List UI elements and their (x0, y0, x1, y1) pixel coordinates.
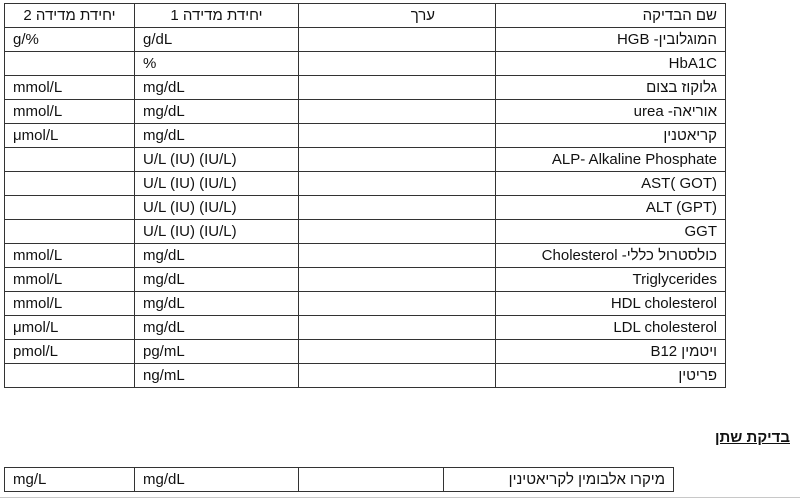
unit2-cell (4, 147, 135, 172)
unit1-cell: U/L (IU) (IU/L) (134, 147, 299, 172)
unit1-cell: mg/dL (134, 315, 299, 340)
header-unit2: יחידת מדידה 2 (4, 3, 135, 28)
test-name-cell: Triglycerides (495, 267, 726, 292)
table-row: ALT (GPT) U/L (IU) (IU/L) (4, 195, 726, 220)
value-cell[interactable] (298, 99, 496, 124)
test-name-cell: LDL cholesterol (495, 315, 726, 340)
test-name-cell: אוריאה- urea (495, 99, 726, 124)
value-cell[interactable] (298, 123, 496, 148)
table-row: LDL cholesterol mg/dL μmol/L (4, 315, 726, 340)
header-value: ערך (298, 3, 496, 28)
value-cell[interactable] (298, 147, 496, 172)
unit1-cell: mg/dL (134, 75, 299, 100)
unit2-cell: mmol/L (4, 99, 135, 124)
test-name-cell: פריטין (495, 363, 726, 388)
table-row: GGT U/L (IU) (IU/L) (4, 219, 726, 244)
unit1-cell: mg/dL (134, 123, 299, 148)
value-cell[interactable] (298, 75, 496, 100)
test-name-cell: HDL cholesterol (495, 291, 726, 316)
value-cell[interactable] (298, 51, 496, 76)
value-cell[interactable] (298, 243, 496, 268)
table-row: המוגלובין- HGB g/dL g/% (4, 27, 726, 52)
test-name-cell: HbA1C (495, 51, 726, 76)
unit2-cell: mg/L (4, 467, 135, 492)
value-cell[interactable] (298, 291, 496, 316)
unit1-cell: mg/dL (134, 243, 299, 268)
unit2-cell: mmol/L (4, 291, 135, 316)
header-test-name: שם הבדיקה (495, 3, 726, 28)
table-row: כולסטרול כללי- Cholesterol mg/dL mmol/L (4, 243, 726, 268)
test-name-cell: AST( GOT) (495, 171, 726, 196)
unit2-cell: pmol/L (4, 339, 135, 364)
value-cell[interactable] (298, 171, 496, 196)
test-name-cell: ALP- Alkaline Phosphate (495, 147, 726, 172)
table-row: קריאטנין mg/dL μmol/L (4, 123, 726, 148)
unit2-cell: mmol/L (4, 243, 135, 268)
test-name-cell: גלוקוז בצום (495, 75, 726, 100)
unit1-cell: ng/mL (134, 363, 299, 388)
unit1-cell: mg/dL (134, 267, 299, 292)
blood-tests-table: שם הבדיקה ערך יחידת מדידה 1 יחידת מדידה … (4, 3, 726, 388)
unit2-cell (4, 363, 135, 388)
unit2-cell (4, 195, 135, 220)
table-row: פריטין ng/mL (4, 363, 726, 388)
table-row: ALP- Alkaline Phosphate U/L (IU) (IU/L) (4, 147, 726, 172)
test-name-cell: המוגלובין- HGB (495, 27, 726, 52)
test-name-cell: GGT (495, 219, 726, 244)
table-row: ויטמין B12 pg/mL pmol/L (4, 339, 726, 364)
unit2-cell: μmol/L (4, 123, 135, 148)
unit2-cell (4, 171, 135, 196)
test-name-cell: ALT (GPT) (495, 195, 726, 220)
unit1-cell: pg/mL (134, 339, 299, 364)
value-cell[interactable] (298, 267, 496, 292)
unit2-cell (4, 51, 135, 76)
table-row: HbA1C% (4, 51, 726, 76)
test-name-cell: כולסטרול כללי- Cholesterol (495, 243, 726, 268)
unit1-cell: U/L (IU) (IU/L) (134, 195, 299, 220)
value-cell[interactable] (298, 315, 496, 340)
value-cell[interactable] (298, 195, 496, 220)
test-name-cell: ויטמין B12 (495, 339, 726, 364)
unit2-cell: μmol/L (4, 315, 135, 340)
table-row: מיקרו אלבומין לקריאטינין mg/dL mg/L (4, 467, 674, 492)
unit1-cell: U/L (IU) (IU/L) (134, 171, 299, 196)
value-cell[interactable] (298, 363, 496, 388)
value-cell[interactable] (298, 339, 496, 364)
value-cell[interactable] (298, 27, 496, 52)
unit2-cell: mmol/L (4, 267, 135, 292)
unit1-cell: mg/dL (134, 99, 299, 124)
table-row: Triglycerides mg/dL mmol/L (4, 267, 726, 292)
value-cell[interactable] (298, 219, 496, 244)
unit1-cell: mg/dL (134, 467, 299, 492)
value-cell[interactable] (298, 467, 444, 492)
unit2-cell: g/% (4, 27, 135, 52)
table-header-row: שם הבדיקה ערך יחידת מדידה 1 יחידת מדידה … (4, 3, 726, 28)
table-row: אוריאה- urea mg/dL mmol/L (4, 99, 726, 124)
unit1-cell: mg/dL (134, 291, 299, 316)
unit2-cell (4, 219, 135, 244)
unit2-cell: mmol/L (4, 75, 135, 100)
table-row: גלוקוז בצום mg/dL mmol/L (4, 75, 726, 100)
urine-tests-table: מיקרו אלבומין לקריאטינין mg/dL mg/L (4, 467, 674, 492)
unit1-cell: U/L (IU) (IU/L) (134, 219, 299, 244)
table-row: AST( GOT) U/L (IU) (IU/L) (4, 171, 726, 196)
header-unit1: יחידת מדידה 1 (134, 3, 299, 28)
test-name-cell: קריאטנין (495, 123, 726, 148)
page-bottom-divider (0, 497, 800, 498)
test-name-cell: מיקרו אלבומין לקריאטינין (443, 467, 674, 492)
table-row: HDL cholesterol mg/dL mmol/L (4, 291, 726, 316)
unit1-cell: g/dL (134, 27, 299, 52)
urine-test-heading: בדיקת שתן (715, 429, 790, 446)
unit1-cell: % (134, 51, 299, 76)
